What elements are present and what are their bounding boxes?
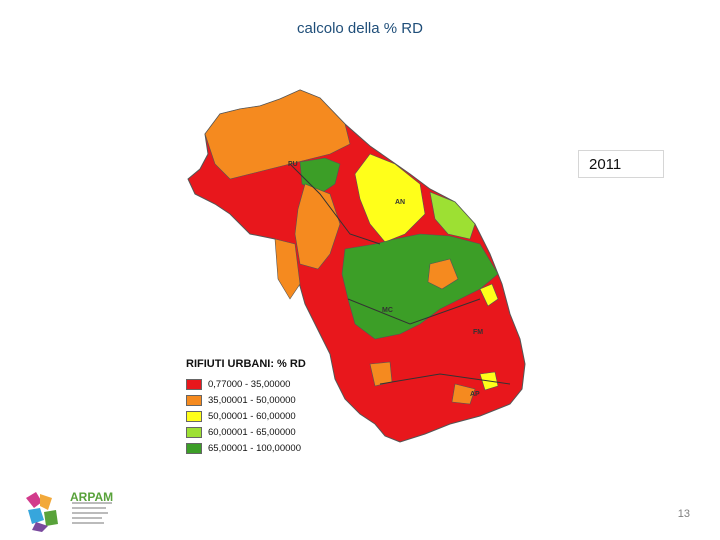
legend-item: 0,77000 - 35,00000 (186, 376, 336, 392)
area-lightgreen-east (429, 191, 476, 240)
legend-item: 50,00001 - 60,00000 (186, 408, 336, 424)
province-label-fm: FM (473, 329, 483, 336)
year-label-box: 2011 (578, 150, 664, 178)
legend-swatch (186, 410, 202, 422)
province-boundary (289, 163, 511, 385)
logo-text: ARPAM (70, 490, 114, 504)
map-legend: RIFIUTI URBANI: % RD 0,77000 - 35,00000 3… (186, 358, 336, 456)
area-green-pu (299, 157, 341, 195)
legend-label: 50,00001 - 60,00000 (208, 410, 296, 422)
marche-region-map: PU AN MC FM AP (187, 89, 526, 443)
legend-label: 35,00001 - 50,00000 (208, 394, 296, 406)
province-label-mc: MC (382, 307, 393, 314)
arpam-logo (26, 492, 112, 532)
area-orange-mc (427, 258, 459, 290)
legend-item: 35,00001 - 50,00000 (186, 392, 336, 408)
area-orange-west (274, 238, 301, 300)
legend-item: 65,00001 - 100,00000 (186, 440, 336, 456)
legend-item: 60,00001 - 65,00000 (186, 424, 336, 440)
slide-title: calcolo della % RD (297, 20, 423, 37)
legend-swatch (186, 378, 202, 390)
legend-swatch (186, 442, 202, 454)
area-yellow-coast (479, 283, 499, 307)
area-yellow-an (354, 153, 426, 243)
legend-label: 60,00001 - 65,00000 (208, 426, 296, 438)
area-orange-ap (451, 383, 476, 405)
legend-swatch (186, 394, 202, 406)
province-label-ap: AP (470, 391, 480, 398)
legend-swatch (186, 426, 202, 438)
page-number: 13 (677, 508, 690, 520)
province-label-an: AN (395, 199, 405, 206)
legend-title: RIFIUTI URBANI: % RD (186, 358, 306, 370)
legend-label: 65,00001 - 100,00000 (208, 442, 301, 454)
area-orange-north (204, 89, 351, 180)
legend-label: 0,77000 - 35,00000 (208, 378, 291, 390)
province-label-pu: PU (288, 161, 298, 168)
